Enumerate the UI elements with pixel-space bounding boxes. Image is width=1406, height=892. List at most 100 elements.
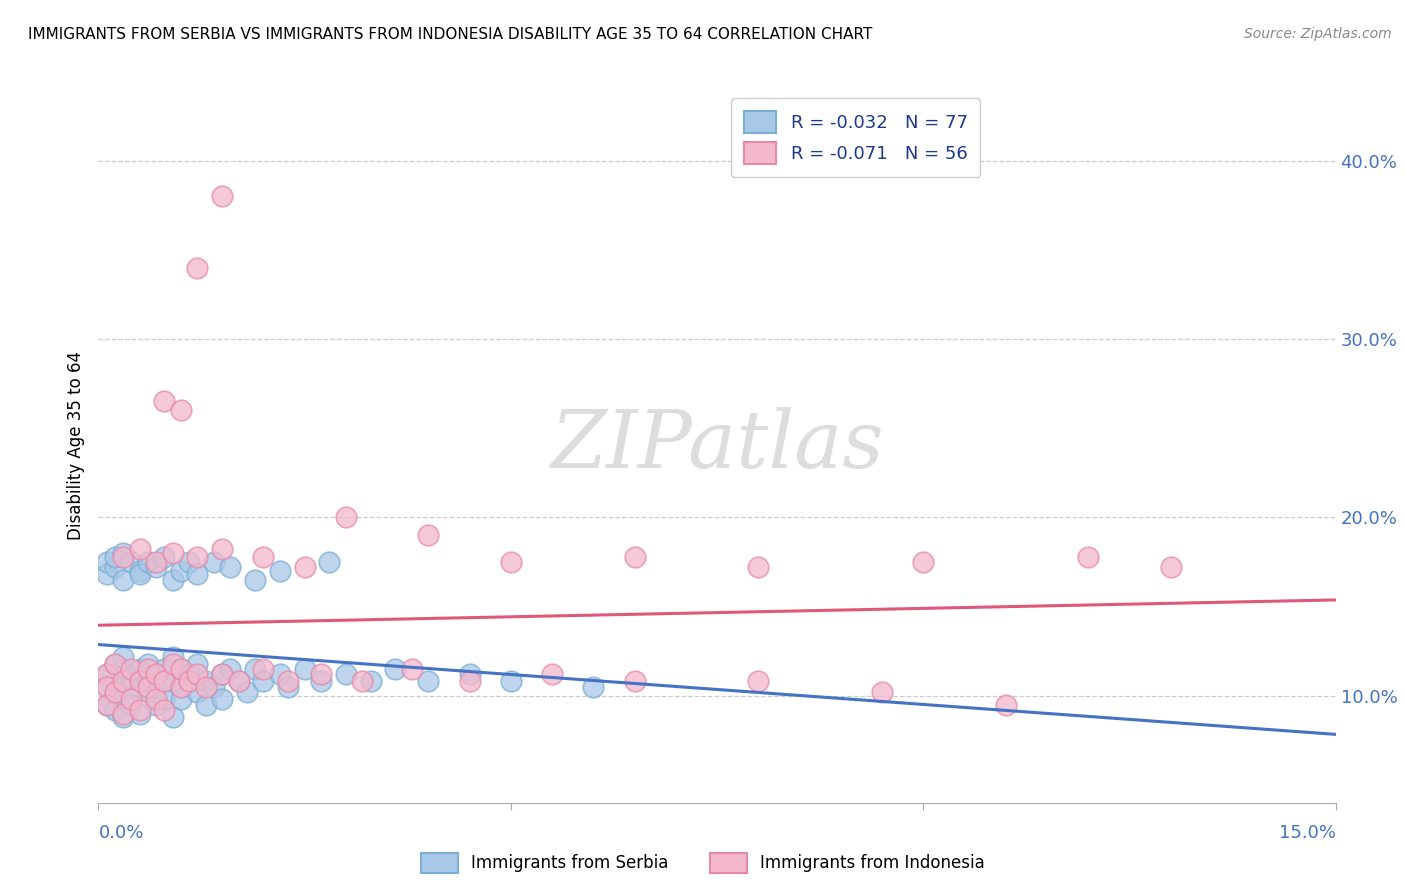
Point <box>136 685 159 699</box>
Point <box>269 667 291 681</box>
Point <box>136 680 159 694</box>
Point <box>145 667 167 681</box>
Point <box>145 698 167 712</box>
Point <box>120 680 142 694</box>
Point <box>747 674 769 689</box>
Point <box>194 698 217 712</box>
Point <box>96 567 118 582</box>
Point <box>128 706 150 721</box>
Point <box>294 662 316 676</box>
Point <box>179 674 201 689</box>
Point <box>112 546 135 560</box>
Point <box>153 549 176 564</box>
Point <box>277 674 299 689</box>
Point <box>96 680 118 694</box>
Point <box>112 573 135 587</box>
Point <box>179 555 201 569</box>
Point <box>384 662 406 676</box>
Point <box>162 573 184 587</box>
Point <box>211 667 233 681</box>
Point <box>623 549 645 564</box>
Point <box>153 703 176 717</box>
Point <box>128 674 150 689</box>
Point <box>219 662 242 676</box>
Point <box>104 703 127 717</box>
Point <box>104 674 127 689</box>
Point <box>582 680 605 694</box>
Point <box>202 680 225 694</box>
Point <box>186 685 208 699</box>
Point <box>104 657 127 671</box>
Point <box>747 560 769 574</box>
Point <box>179 667 201 681</box>
Point <box>104 560 127 574</box>
Point <box>162 710 184 724</box>
Point <box>170 564 193 578</box>
Point <box>120 671 142 685</box>
Point <box>352 674 374 689</box>
Point <box>153 394 176 409</box>
Point <box>458 674 481 689</box>
Point <box>994 698 1017 712</box>
Point <box>458 667 481 681</box>
Point <box>186 260 208 275</box>
Point <box>145 692 167 706</box>
Point <box>309 667 332 681</box>
Point <box>112 549 135 564</box>
Point <box>162 546 184 560</box>
Point <box>153 662 176 676</box>
Point <box>499 674 522 689</box>
Y-axis label: Disability Age 35 to 64: Disability Age 35 to 64 <box>66 351 84 541</box>
Point <box>112 706 135 721</box>
Point <box>202 555 225 569</box>
Point <box>401 662 423 676</box>
Text: ZIPatlas: ZIPatlas <box>550 408 884 484</box>
Point <box>104 685 127 699</box>
Point <box>252 662 274 676</box>
Point <box>112 710 135 724</box>
Point <box>211 692 233 706</box>
Point <box>153 674 176 689</box>
Point <box>136 555 159 569</box>
Point <box>360 674 382 689</box>
Point <box>128 674 150 689</box>
Point <box>145 680 167 694</box>
Legend: R = -0.032   N = 77, R = -0.071   N = 56: R = -0.032 N = 77, R = -0.071 N = 56 <box>731 98 980 177</box>
Point <box>170 403 193 417</box>
Point <box>194 674 217 689</box>
Point <box>170 662 193 676</box>
Point <box>120 555 142 569</box>
Text: 15.0%: 15.0% <box>1278 824 1336 842</box>
Point <box>136 662 159 676</box>
Point <box>186 549 208 564</box>
Point <box>870 685 893 699</box>
Point <box>194 680 217 694</box>
Point <box>153 692 176 706</box>
Point <box>120 698 142 712</box>
Point <box>120 692 142 706</box>
Point <box>318 555 340 569</box>
Point <box>136 657 159 671</box>
Point <box>294 560 316 574</box>
Point <box>1160 560 1182 574</box>
Point <box>104 685 127 699</box>
Text: IMMIGRANTS FROM SERBIA VS IMMIGRANTS FROM INDONESIA DISABILITY AGE 35 TO 64 CORR: IMMIGRANTS FROM SERBIA VS IMMIGRANTS FRO… <box>28 27 873 42</box>
Point <box>145 555 167 569</box>
Point <box>219 560 242 574</box>
Point <box>228 674 250 689</box>
Point <box>145 560 167 574</box>
Point <box>96 698 118 712</box>
Point <box>228 674 250 689</box>
Point <box>335 667 357 681</box>
Point <box>162 657 184 671</box>
Point <box>211 189 233 203</box>
Point <box>128 703 150 717</box>
Point <box>112 649 135 664</box>
Point <box>96 667 118 681</box>
Point <box>170 680 193 694</box>
Point <box>243 662 266 676</box>
Point <box>104 657 127 671</box>
Point <box>96 555 118 569</box>
Point <box>112 662 135 676</box>
Point <box>418 674 440 689</box>
